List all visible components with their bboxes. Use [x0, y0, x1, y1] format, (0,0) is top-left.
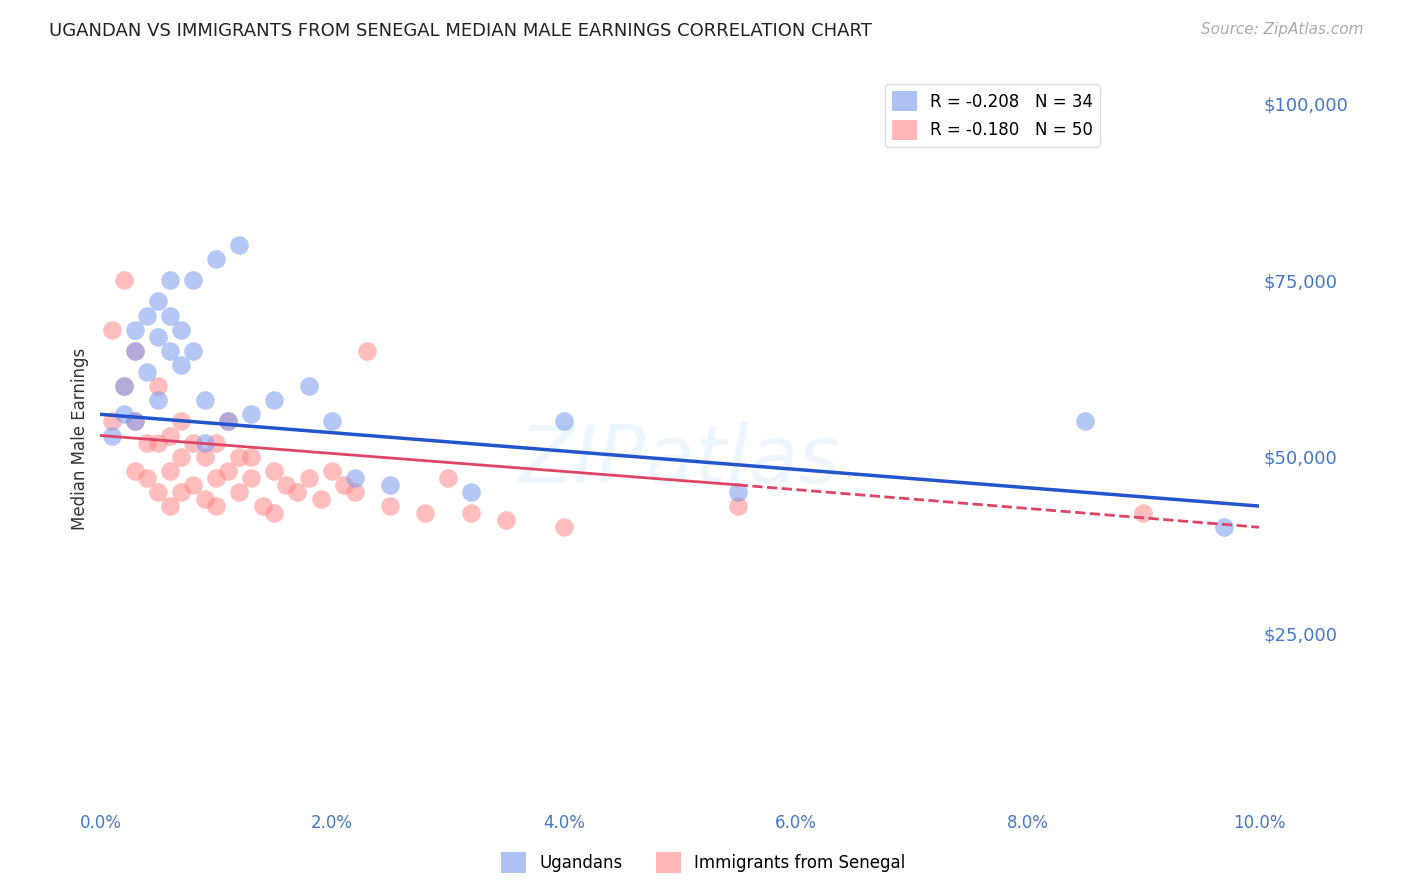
Text: ZIPatlas: ZIPatlas	[519, 422, 841, 500]
Point	[263, 393, 285, 408]
Point	[332, 478, 354, 492]
Point	[1074, 414, 1097, 428]
Point	[112, 273, 135, 287]
Point	[437, 471, 460, 485]
Point	[101, 428, 124, 442]
Point	[159, 343, 181, 358]
Point	[124, 414, 146, 428]
Point	[124, 343, 146, 358]
Point	[344, 485, 367, 500]
Point	[240, 450, 263, 464]
Point	[1213, 520, 1236, 534]
Point	[181, 478, 204, 492]
Point	[263, 506, 285, 520]
Point	[112, 407, 135, 421]
Point	[240, 407, 263, 421]
Point	[148, 393, 170, 408]
Point	[135, 435, 157, 450]
Point	[727, 485, 749, 500]
Point	[205, 435, 228, 450]
Point	[148, 379, 170, 393]
Point	[135, 309, 157, 323]
Point	[378, 478, 401, 492]
Point	[194, 491, 217, 506]
Y-axis label: Median Male Earnings: Median Male Earnings	[72, 348, 89, 530]
Point	[553, 520, 575, 534]
Point	[159, 428, 181, 442]
Point	[298, 471, 321, 485]
Point	[181, 343, 204, 358]
Point	[344, 471, 367, 485]
Point	[194, 393, 217, 408]
Point	[159, 273, 181, 287]
Point	[148, 485, 170, 500]
Point	[101, 323, 124, 337]
Point	[124, 464, 146, 478]
Point	[170, 450, 193, 464]
Point	[181, 273, 204, 287]
Point	[252, 499, 274, 513]
Point	[460, 485, 482, 500]
Point	[112, 379, 135, 393]
Point	[148, 329, 170, 343]
Text: Source: ZipAtlas.com: Source: ZipAtlas.com	[1201, 22, 1364, 37]
Point	[298, 379, 321, 393]
Point	[135, 471, 157, 485]
Point	[321, 464, 343, 478]
Point	[124, 323, 146, 337]
Point	[1132, 506, 1154, 520]
Point	[205, 471, 228, 485]
Point	[228, 238, 250, 252]
Point	[240, 471, 263, 485]
Point	[309, 491, 332, 506]
Point	[159, 309, 181, 323]
Point	[148, 435, 170, 450]
Point	[263, 464, 285, 478]
Point	[205, 499, 228, 513]
Point	[495, 513, 517, 527]
Point	[112, 379, 135, 393]
Point	[413, 506, 436, 520]
Point	[553, 414, 575, 428]
Point	[217, 414, 239, 428]
Point	[159, 464, 181, 478]
Point	[170, 485, 193, 500]
Point	[274, 478, 297, 492]
Point	[321, 414, 343, 428]
Point	[727, 499, 749, 513]
Point	[217, 414, 239, 428]
Point	[181, 435, 204, 450]
Point	[148, 294, 170, 309]
Point	[159, 499, 181, 513]
Point	[460, 506, 482, 520]
Point	[124, 343, 146, 358]
Point	[285, 485, 308, 500]
Legend: R = -0.208   N = 34, R = -0.180   N = 50: R = -0.208 N = 34, R = -0.180 N = 50	[886, 84, 1099, 146]
Point	[228, 485, 250, 500]
Point	[170, 323, 193, 337]
Point	[101, 414, 124, 428]
Point	[170, 414, 193, 428]
Point	[217, 464, 239, 478]
Text: UGANDAN VS IMMIGRANTS FROM SENEGAL MEDIAN MALE EARNINGS CORRELATION CHART: UGANDAN VS IMMIGRANTS FROM SENEGAL MEDIA…	[49, 22, 872, 40]
Point	[228, 450, 250, 464]
Point	[194, 450, 217, 464]
Point	[170, 358, 193, 372]
Point	[124, 414, 146, 428]
Point	[378, 499, 401, 513]
Point	[356, 343, 378, 358]
Point	[205, 252, 228, 266]
Point	[135, 365, 157, 379]
Point	[194, 435, 217, 450]
Legend: Ugandans, Immigrants from Senegal: Ugandans, Immigrants from Senegal	[494, 846, 912, 880]
